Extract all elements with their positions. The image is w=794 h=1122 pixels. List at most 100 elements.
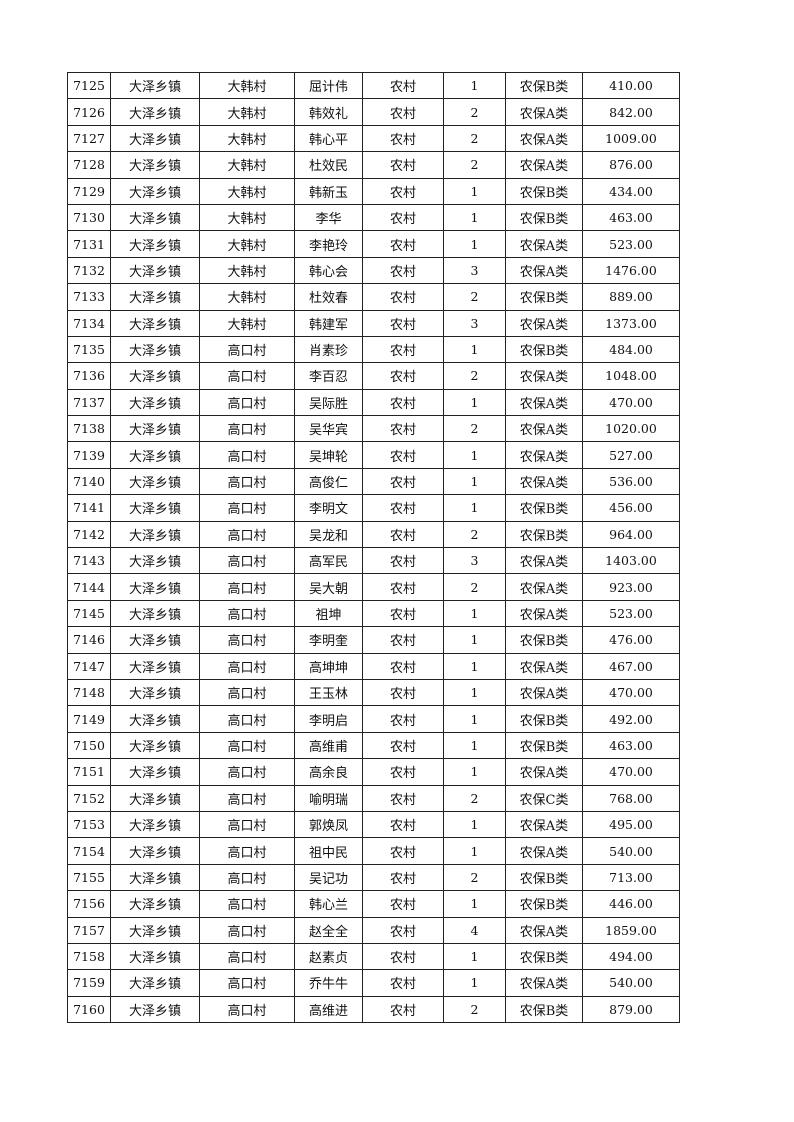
person-name-cell: 杜效民 (294, 151, 363, 179)
row-id-cell: 7134 (67, 309, 111, 337)
amount-cell: 1048.00 (582, 362, 680, 390)
person-name-cell: 赵素贞 (294, 942, 363, 971)
village-cell: 高口村 (199, 441, 295, 469)
row-id-cell: 7139 (67, 441, 111, 469)
area-type-cell: 农村 (362, 151, 444, 179)
amount-cell: 410.00 (582, 71, 680, 100)
insurance-type-cell: 农保B类 (505, 283, 583, 311)
township-cell: 大泽乡镇 (110, 942, 200, 971)
township-cell: 大泽乡镇 (110, 626, 200, 654)
area-type-cell: 农村 (362, 230, 444, 258)
area-type-cell: 农村 (362, 256, 444, 285)
row-id-cell: 7146 (67, 626, 111, 654)
village-cell: 高口村 (199, 784, 295, 812)
row-id-cell: 7132 (67, 256, 111, 285)
household-count-cell: 1 (443, 837, 506, 865)
area-type-cell: 农村 (362, 784, 444, 812)
household-count-cell: 1 (443, 705, 506, 733)
household-count-cell: 4 (443, 916, 506, 944)
amount-cell: 876.00 (582, 151, 680, 179)
village-cell: 大韩村 (199, 71, 295, 100)
insurance-type-cell: 农保B类 (505, 942, 583, 971)
row-id-cell: 7127 (67, 124, 111, 153)
insurance-type-cell: 农保A类 (505, 151, 583, 179)
table-row: 7148 大泽乡镇 高口村 王玉林 农村 1 农保A类 470.00 (67, 678, 680, 707)
household-count-cell: 1 (443, 494, 506, 522)
area-type-cell: 农村 (362, 626, 444, 654)
amount-cell: 467.00 (582, 652, 680, 680)
area-type-cell: 农村 (362, 494, 444, 522)
township-cell: 大泽乡镇 (110, 98, 200, 126)
township-cell: 大泽乡镇 (110, 71, 200, 100)
row-id-cell: 7155 (67, 863, 111, 892)
household-count-cell: 1 (443, 731, 506, 760)
row-id-cell: 7150 (67, 731, 111, 760)
area-type-cell: 农村 (362, 678, 444, 707)
household-count-cell: 1 (443, 969, 506, 997)
amount-cell: 484.00 (582, 335, 680, 364)
township-cell: 大泽乡镇 (110, 652, 200, 680)
table-row: 7153 大泽乡镇 高口村 郭焕凤 农村 1 农保A类 495.00 (67, 810, 680, 839)
row-id-cell: 7143 (67, 547, 111, 575)
village-cell: 高口村 (199, 705, 295, 733)
household-count-cell: 2 (443, 784, 506, 812)
insurance-type-cell: 农保A类 (505, 256, 583, 285)
amount-cell: 476.00 (582, 626, 680, 654)
person-name-cell: 吴龙和 (294, 520, 363, 549)
village-cell: 高口村 (199, 599, 295, 628)
township-cell: 大泽乡镇 (110, 309, 200, 337)
insurance-type-cell: 农保B类 (505, 203, 583, 232)
village-cell: 高口村 (199, 731, 295, 760)
insurance-type-cell: 农保A类 (505, 916, 583, 944)
township-cell: 大泽乡镇 (110, 784, 200, 812)
household-count-cell: 2 (443, 573, 506, 601)
row-id-cell: 7136 (67, 362, 111, 390)
area-type-cell: 农村 (362, 573, 444, 601)
table-row: 7145 大泽乡镇 高口村 祖坤 农村 1 农保A类 523.00 (67, 599, 680, 628)
area-type-cell: 农村 (362, 599, 444, 628)
table-row: 7129 大泽乡镇 大韩村 韩新玉 农村 1 农保B类 434.00 (67, 177, 680, 205)
area-type-cell: 农村 (362, 71, 444, 100)
village-cell: 高口村 (199, 626, 295, 654)
row-id-cell: 7154 (67, 837, 111, 865)
amount-cell: 923.00 (582, 573, 680, 601)
table-row: 7151 大泽乡镇 高口村 高余良 农村 1 农保A类 470.00 (67, 758, 680, 786)
area-type-cell: 农村 (362, 177, 444, 205)
village-cell: 高口村 (199, 837, 295, 865)
row-id-cell: 7147 (67, 652, 111, 680)
household-count-cell: 1 (443, 626, 506, 654)
village-cell: 高口村 (199, 547, 295, 575)
row-id-cell: 7158 (67, 942, 111, 971)
table-row: 7157 大泽乡镇 高口村 赵全全 农村 4 农保A类 1859.00 (67, 916, 680, 944)
area-type-cell: 农村 (362, 837, 444, 865)
person-name-cell: 韩新玉 (294, 177, 363, 205)
amount-cell: 842.00 (582, 98, 680, 126)
row-id-cell: 7145 (67, 599, 111, 628)
row-id-cell: 7148 (67, 678, 111, 707)
village-cell: 高口村 (199, 467, 295, 496)
row-id-cell: 7135 (67, 335, 111, 364)
township-cell: 大泽乡镇 (110, 335, 200, 364)
village-cell: 大韩村 (199, 203, 295, 232)
row-id-cell: 7129 (67, 177, 111, 205)
area-type-cell: 农村 (362, 916, 444, 944)
row-id-cell: 7151 (67, 758, 111, 786)
village-cell: 大韩村 (199, 177, 295, 205)
table-row: 7154 大泽乡镇 高口村 祖中民 农村 1 农保A类 540.00 (67, 837, 680, 865)
table-row: 7150 大泽乡镇 高口村 高维甫 农村 1 农保B类 463.00 (67, 731, 680, 760)
insurance-type-cell: 农保B类 (505, 71, 583, 100)
insurance-type-cell: 农保B类 (505, 890, 583, 918)
table-row: 7159 大泽乡镇 高口村 乔牛牛 农村 1 农保A类 540.00 (67, 969, 680, 997)
household-count-cell: 1 (443, 599, 506, 628)
household-count-cell: 3 (443, 309, 506, 337)
village-cell: 高口村 (199, 942, 295, 971)
township-cell: 大泽乡镇 (110, 230, 200, 258)
person-name-cell: 高维甫 (294, 731, 363, 760)
table-row: 7127 大泽乡镇 大韩村 韩心平 农村 2 农保A类 1009.00 (67, 124, 680, 153)
table-row: 7147 大泽乡镇 高口村 高坤坤 农村 1 农保A类 467.00 (67, 652, 680, 680)
township-cell: 大泽乡镇 (110, 916, 200, 944)
person-name-cell: 高俊仁 (294, 467, 363, 496)
township-cell: 大泽乡镇 (110, 731, 200, 760)
table-row: 7144 大泽乡镇 高口村 吴大朝 农村 2 农保A类 923.00 (67, 573, 680, 601)
person-name-cell: 吴大朝 (294, 573, 363, 601)
